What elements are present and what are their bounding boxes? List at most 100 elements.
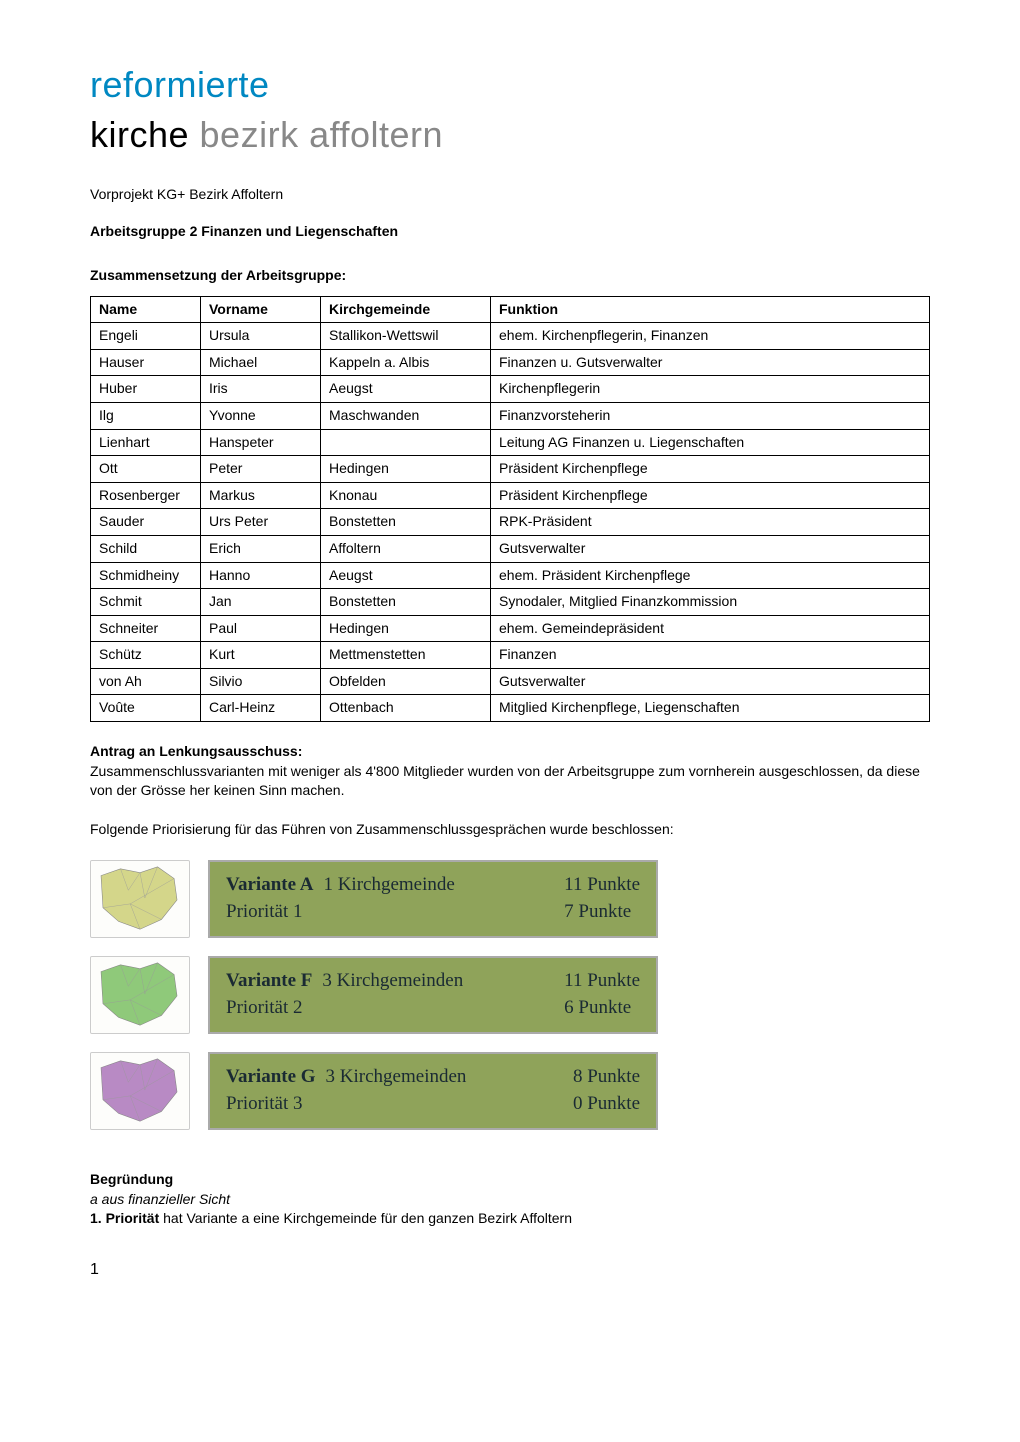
th-funktion: Funktion <box>491 296 930 323</box>
begruendung-rest: hat Variante a eine Kirchgemeinde für de… <box>159 1210 572 1226</box>
table-cell: Jan <box>201 589 321 616</box>
table-cell: Hedingen <box>321 615 491 642</box>
table-cell: Ott <box>91 456 201 483</box>
begruendung-heading: Begründung <box>90 1170 930 1190</box>
antrag-heading: Antrag an Lenkungsausschuss: <box>90 743 302 759</box>
variant-sub: 3 Kirchgemeinden <box>326 1064 467 1091</box>
variant-row: Variante G 3 KirchgemeindenPriorität 3 8 P… <box>90 1052 930 1130</box>
table-cell: Gutsverwalter <box>491 535 930 562</box>
table-row: IlgYvonneMaschwandenFinanzvorsteherin <box>91 402 930 429</box>
table-row: OttPeterHedingenPräsident Kirchenpflege <box>91 456 930 483</box>
table-cell: Ilg <box>91 402 201 429</box>
table-row: VoûteCarl-HeinzOttenbachMitglied Kirchen… <box>91 695 930 722</box>
table-cell: Schild <box>91 535 201 562</box>
folgende-text: Folgende Priorisierung für das Führen vo… <box>90 820 930 840</box>
logo-line1: reformierte <box>90 60 930 110</box>
table-cell: Schneiter <box>91 615 201 642</box>
heading-arbeitsgruppe: Arbeitsgruppe 2 Finanzen und Liegenschaf… <box>90 222 930 242</box>
table-row: SauderUrs PeterBonstettenRPK-Präsident <box>91 509 930 536</box>
table-cell: ehem. Kirchenpflegerin, Finanzen <box>491 323 930 350</box>
variant-punkte-2: 7 Punkte <box>564 899 640 926</box>
table-cell: Urs Peter <box>201 509 321 536</box>
variant-punkte-1: 11 Punkte <box>564 872 640 899</box>
variant-right: 11 Punkte6 Punkte <box>564 968 640 1021</box>
table-cell: Schütz <box>91 642 201 669</box>
map-thumbnail <box>90 860 190 938</box>
table-cell: Gutsverwalter <box>491 668 930 695</box>
table-cell: Mettmenstetten <box>321 642 491 669</box>
heading-zusammensetzung: Zusammensetzung der Arbeitsgruppe: <box>90 266 930 286</box>
table-cell: Erich <box>201 535 321 562</box>
variant-punkte-1: 8 Punkte <box>573 1064 640 1091</box>
table-cell: Maschwanden <box>321 402 491 429</box>
map-thumbnail <box>90 1052 190 1130</box>
th-name: Name <box>91 296 201 323</box>
table-cell: Carl-Heinz <box>201 695 321 722</box>
table-cell: Bonstetten <box>321 509 491 536</box>
begruendung-bold: 1. Priorität <box>90 1210 159 1226</box>
table-row: LienhartHanspeterLeitung AG Finanzen u. … <box>91 429 930 456</box>
table-cell: Mitglied Kirchenpflege, Liegenschaften <box>491 695 930 722</box>
table-cell: Knonau <box>321 482 491 509</box>
table-cell: Sauder <box>91 509 201 536</box>
variants-container: Variante A1 KirchgemeindePriorität 1 11 P… <box>90 860 930 1130</box>
antrag-block: Antrag an Lenkungsausschuss: Zusammensch… <box>90 742 930 801</box>
table-row: SchmidheinyHannoAeugstehem. Präsident Ki… <box>91 562 930 589</box>
variant-title: Variante G <box>226 1064 316 1091</box>
table-cell: Huber <box>91 376 201 403</box>
table-cell: Kappeln a. Albis <box>321 349 491 376</box>
variant-box: Variante F 3 KirchgemeindenPriorität 2 11 … <box>208 956 658 1033</box>
variant-title: Variante F <box>226 968 312 995</box>
table-cell: Aeugst <box>321 562 491 589</box>
variant-row: Variante A1 KirchgemeindePriorität 1 11 P… <box>90 860 930 938</box>
logo-line2-bold: kirche <box>90 114 189 155</box>
table-cell: Markus <box>201 482 321 509</box>
table-cell: Hedingen <box>321 456 491 483</box>
th-kirchgemeinde: Kirchgemeinde <box>321 296 491 323</box>
table-cell: Schmidheiny <box>91 562 201 589</box>
variant-left: Variante A1 KirchgemeindePriorität 1 <box>226 872 455 925</box>
table-cell: Finanzen <box>491 642 930 669</box>
variant-box: Variante A1 KirchgemeindePriorität 1 11 P… <box>208 860 658 937</box>
variant-punkte-1: 11 Punkte <box>564 968 640 995</box>
variant-box: Variante G 3 KirchgemeindenPriorität 3 8 P… <box>208 1052 658 1129</box>
table-cell: ehem. Präsident Kirchenpflege <box>491 562 930 589</box>
table-cell: Affoltern <box>321 535 491 562</box>
table-cell: Yvonne <box>201 402 321 429</box>
table-cell <box>321 429 491 456</box>
page-number: 1 <box>90 1259 930 1281</box>
table-cell: Kurt <box>201 642 321 669</box>
table-cell: RPK-Präsident <box>491 509 930 536</box>
table-cell: Obfelden <box>321 668 491 695</box>
table-row: SchneiterPaulHedingenehem. Gemeindepräsi… <box>91 615 930 642</box>
table-row: SchmitJanBonstettenSynodaler, Mitglied F… <box>91 589 930 616</box>
logo-line2-rest: bezirk affoltern <box>189 114 443 155</box>
table-cell: Hauser <box>91 349 201 376</box>
table-cell: Schmit <box>91 589 201 616</box>
variant-sub: 3 Kirchgemeinden <box>322 968 463 995</box>
variant-priority: Priorität 2 <box>226 995 463 1022</box>
table-row: HuberIrisAeugstKirchenpflegerin <box>91 376 930 403</box>
table-cell: Paul <box>201 615 321 642</box>
table-cell: Voûte <box>91 695 201 722</box>
logo: reformierte kirche bezirk affoltern <box>90 60 930 161</box>
begruendung-line: 1. Priorität hat Variante a eine Kirchge… <box>90 1209 930 1229</box>
variant-title: Variante A <box>226 872 313 899</box>
table-row: EngeliUrsulaStallikon-Wettswilehem. Kirc… <box>91 323 930 350</box>
table-cell: Präsident Kirchenpflege <box>491 456 930 483</box>
th-vorname: Vorname <box>201 296 321 323</box>
variant-priority: Priorität 1 <box>226 899 455 926</box>
table-cell: Kirchenpflegerin <box>491 376 930 403</box>
variant-punkte-2: 6 Punkte <box>564 995 640 1022</box>
table-cell: Synodaler, Mitglied Finanzkommission <box>491 589 930 616</box>
table-cell: Finanzvorsteherin <box>491 402 930 429</box>
table-cell: ehem. Gemeindepräsident <box>491 615 930 642</box>
table-cell: Peter <box>201 456 321 483</box>
vorprojekt-text: Vorprojekt KG+ Bezirk Affoltern <box>90 185 930 205</box>
variant-priority: Priorität 3 <box>226 1091 466 1118</box>
table-cell: Hanspeter <box>201 429 321 456</box>
table-row: SchützKurtMettmenstettenFinanzen <box>91 642 930 669</box>
variant-left: Variante F 3 KirchgemeindenPriorität 2 <box>226 968 463 1021</box>
table-cell: Michael <box>201 349 321 376</box>
table-cell: Engeli <box>91 323 201 350</box>
